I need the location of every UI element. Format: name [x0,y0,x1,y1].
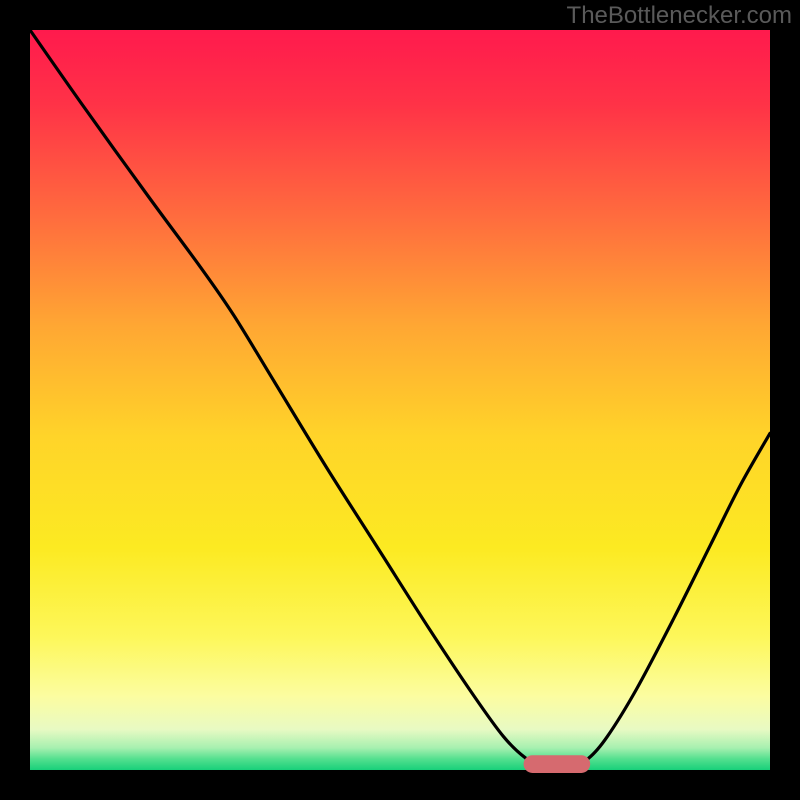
optimal-marker [524,755,591,773]
bottleneck-chart [0,0,800,800]
chart-frame: TheBottlenecker.com [0,0,800,800]
watermark-text: TheBottlenecker.com [567,2,792,30]
chart-background [30,30,770,770]
